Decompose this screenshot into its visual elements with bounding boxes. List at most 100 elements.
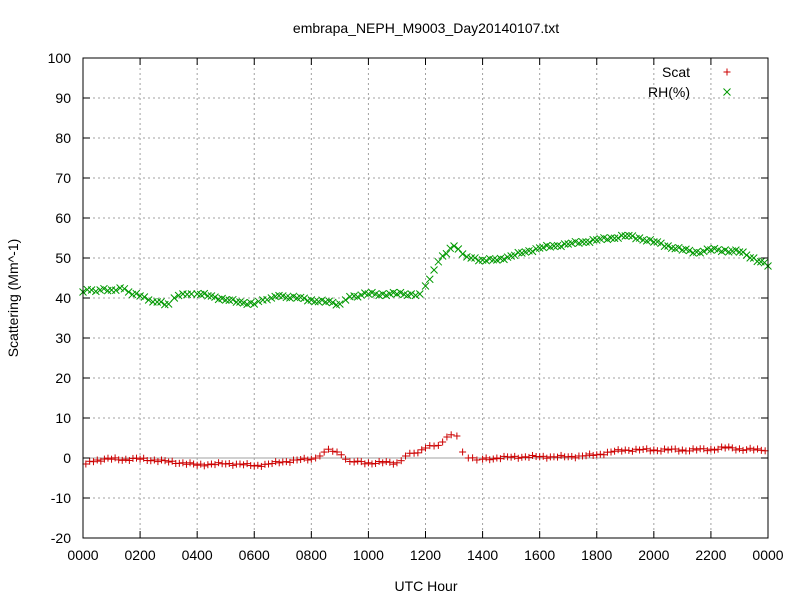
- data-point: [182, 460, 190, 468]
- marker-stroke: [757, 257, 765, 266]
- data-point: [610, 234, 619, 243]
- data-point: [582, 452, 590, 460]
- marker-stroke: [660, 242, 669, 251]
- data-point: [714, 445, 722, 453]
- data-point: [312, 454, 320, 462]
- data-point: [721, 444, 729, 452]
- data-point: [518, 453, 526, 461]
- data-point: [585, 238, 594, 247]
- marker-stroke: [450, 242, 458, 250]
- y-tick-label: 40: [55, 290, 71, 306]
- data-point: [596, 450, 604, 458]
- data-point: [211, 461, 219, 469]
- data-point: [337, 451, 345, 459]
- data-point: [761, 447, 769, 455]
- data-point: [725, 443, 733, 451]
- data-point: [324, 445, 332, 453]
- data-point: [671, 445, 679, 453]
- y-tick-label: 90: [55, 90, 71, 106]
- marker-stroke: [496, 254, 505, 263]
- data-point: [282, 458, 290, 466]
- data-point: [628, 232, 637, 240]
- marker-stroke: [389, 288, 398, 297]
- x-tick-label: 2200: [695, 547, 726, 563]
- marker-stroke: [83, 285, 92, 294]
- marker-stroke: [610, 234, 619, 243]
- data-point: [300, 294, 309, 303]
- data-point: [675, 447, 683, 455]
- data-point: [320, 448, 328, 456]
- data-point: [443, 433, 451, 441]
- x-tick-label: 1000: [353, 547, 384, 563]
- data-point: [514, 454, 522, 462]
- marker-stroke: [703, 245, 712, 253]
- marker-stroke: [407, 290, 416, 298]
- marker-stroke: [714, 245, 722, 254]
- data-point: [250, 300, 259, 308]
- data-point: [625, 446, 633, 454]
- data-point: [568, 452, 576, 460]
- data-point: [486, 456, 494, 464]
- data-point: [197, 460, 205, 468]
- data-point: [628, 447, 636, 455]
- data-point: [664, 242, 672, 250]
- data-point: [91, 287, 100, 296]
- data-point: [393, 459, 401, 467]
- chart-title: embrapa_NEPH_M9003_Day20140107.txt: [293, 20, 559, 36]
- marker-stroke: [692, 248, 701, 256]
- data-point: [710, 446, 718, 454]
- data-point: [304, 456, 312, 464]
- data-point: [735, 248, 744, 256]
- data-point: [144, 296, 153, 304]
- marker-stroke: [723, 88, 731, 96]
- marker-stroke: [360, 289, 369, 297]
- marker-stroke: [430, 266, 438, 274]
- data-point: [458, 250, 467, 258]
- data-point: [746, 444, 754, 452]
- data-point: [402, 452, 410, 460]
- data-point: [200, 462, 208, 470]
- marker-stroke: [218, 294, 226, 303]
- marker-stroke: [341, 296, 350, 304]
- data-point: [421, 282, 430, 290]
- data-point: [221, 296, 230, 304]
- data-point: [632, 445, 640, 453]
- y-tick-label: 0: [63, 450, 71, 466]
- data-point: [621, 232, 630, 240]
- data-point: [120, 284, 129, 293]
- marker-stroke: [482, 256, 491, 265]
- series-rh: [79, 231, 772, 309]
- marker-stroke: [467, 254, 476, 262]
- data-point: [89, 458, 97, 466]
- y-tick-label: 20: [55, 370, 71, 386]
- data-point: [661, 445, 669, 453]
- data-point: [300, 454, 308, 462]
- marker-stroke: [157, 298, 165, 306]
- marker-stroke: [614, 234, 623, 242]
- legend-label: Scat: [662, 64, 690, 80]
- data-point: [125, 456, 133, 464]
- marker-stroke: [307, 296, 316, 304]
- data-point: [328, 298, 337, 307]
- marker-stroke: [411, 291, 420, 300]
- marker-stroke: [667, 244, 676, 253]
- x-tick-label: 2000: [638, 547, 669, 563]
- data-point: [639, 445, 647, 453]
- y-tick-label: -20: [51, 530, 71, 546]
- marker-stroke: [628, 232, 637, 240]
- data-point: [434, 441, 442, 449]
- series-scat: [82, 431, 769, 470]
- marker-stroke: [200, 289, 209, 298]
- marker-stroke: [434, 257, 443, 266]
- data-point: [442, 249, 451, 258]
- marker-stroke: [239, 299, 248, 307]
- data-point: [187, 290, 196, 298]
- legend-marker: [723, 68, 731, 76]
- data-point: [133, 454, 141, 462]
- data-point: [111, 286, 120, 295]
- data-point: [586, 450, 594, 458]
- x-tick-label: 1600: [524, 547, 555, 563]
- x-tick-label: 1800: [581, 547, 612, 563]
- x-tick-label: 0400: [182, 547, 213, 563]
- data-point: [232, 298, 241, 306]
